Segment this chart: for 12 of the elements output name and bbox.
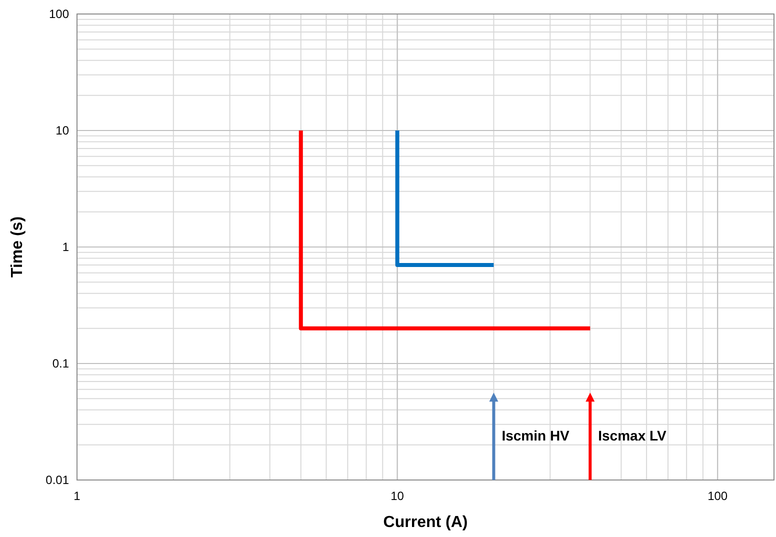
- x-tick-label: 1: [74, 489, 81, 503]
- series-label: Iscmin HV: [502, 428, 570, 444]
- series-label: Iscmax LV: [598, 428, 668, 444]
- y-tick-label: 1: [62, 240, 70, 254]
- y-tick-label: 10: [56, 124, 70, 138]
- y-tick-label: 0.1: [52, 356, 70, 370]
- x-tick-label: 10: [390, 489, 404, 503]
- x-axis-title: Current (A): [383, 514, 468, 531]
- y-tick-label: 0.01: [46, 473, 70, 487]
- y-tick-label: 100: [48, 7, 70, 21]
- y-axis-title: Time (s): [9, 216, 26, 278]
- x-tick-label: 100: [708, 489, 728, 503]
